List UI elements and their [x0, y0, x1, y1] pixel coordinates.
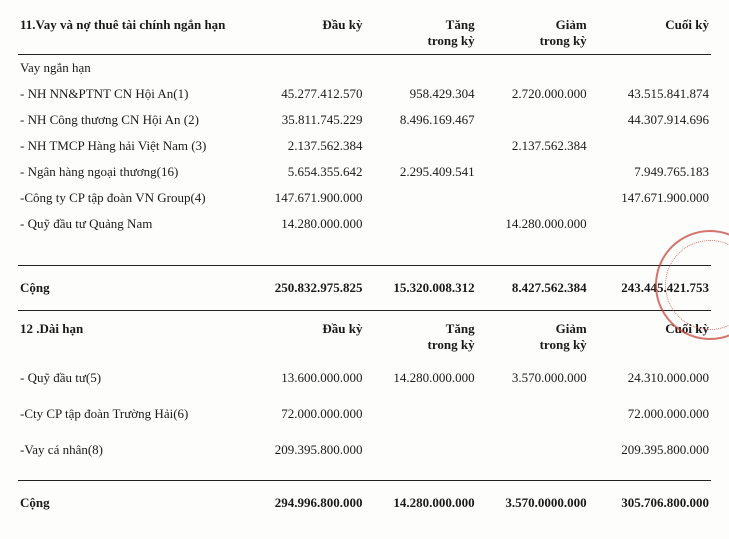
row-label: -Cty CP tập đoàn Trường Hải(6)	[18, 401, 242, 427]
cell: 7.949.765.183	[589, 159, 711, 185]
cell: 305.706.800.000	[589, 481, 711, 525]
section2-title: 12 .Dài hạn	[18, 311, 242, 355]
table-row: -Cty CP tập đoàn Trường Hải(6) 72.000.00…	[18, 401, 711, 427]
section1-title: 11.Vay và nợ thuê tài chính ngắn hạn	[18, 12, 242, 55]
cell	[364, 133, 476, 159]
cell: 14.280.000.000	[364, 365, 476, 391]
cell: 147.671.900.000	[242, 185, 364, 211]
cell: 8.496.169.467	[364, 107, 476, 133]
col-header-giam: Giảm trong kỳ	[477, 12, 589, 55]
table-row: - Quỹ đầu tư Quảng Nam 14.280.000.000 14…	[18, 211, 711, 237]
total-label: Cộng	[18, 481, 242, 525]
cell: 147.671.900.000	[589, 185, 711, 211]
table-row: -Công ty CP tập đoàn VN Group(4) 147.671…	[18, 185, 711, 211]
cell: 243.445.421.753	[589, 266, 711, 311]
cell	[589, 133, 711, 159]
cell: 13.600.000.000	[242, 365, 364, 391]
row-label: -Công ty CP tập đoàn VN Group(4)	[18, 185, 242, 211]
cell: 209.395.800.000	[589, 437, 711, 463]
table-row: - NH Công thương CN Hội An (2) 35.811.74…	[18, 107, 711, 133]
spacer-row	[18, 237, 711, 265]
cell: 2.720.000.000	[477, 81, 589, 107]
cell	[477, 437, 589, 463]
cell: 72.000.000.000	[242, 401, 364, 427]
row-label: - NH Công thương CN Hội An (2)	[18, 107, 242, 133]
cell	[364, 437, 476, 463]
col-header-giam: Giảm trong kỳ	[477, 311, 589, 355]
cell: 294.996.800.000	[242, 481, 364, 525]
col-header-dauky: Đầu kỳ	[242, 12, 364, 55]
cell: 24.310.000.000	[589, 365, 711, 391]
cell	[477, 159, 589, 185]
row-label: - Ngân hàng ngoại thương(16)	[18, 159, 242, 185]
cell	[477, 107, 589, 133]
cell: 2.137.562.384	[477, 133, 589, 159]
row-label: - Quỹ đầu tư(5)	[18, 365, 242, 391]
cell	[364, 211, 476, 237]
col-header-cuoiky: Cuối kỳ	[589, 12, 711, 55]
table-row: -Vay cá nhân(8) 209.395.800.000 209.395.…	[18, 437, 711, 463]
cell: 45.277.412.570	[242, 81, 364, 107]
section1-header-row: 11.Vay và nợ thuê tài chính ngắn hạn Đầu…	[18, 12, 711, 55]
cell: 250.832.975.825	[242, 266, 364, 311]
short-term-loans-table: 11.Vay và nợ thuê tài chính ngắn hạn Đầu…	[18, 12, 711, 525]
cell: 44.307.914.696	[589, 107, 711, 133]
spacer-row	[18, 427, 711, 437]
cell	[477, 401, 589, 427]
cell: 209.395.800.000	[242, 437, 364, 463]
section1-subhead: Vay ngắn hạn	[18, 55, 242, 81]
row-label: - NH NN&PTNT CN Hội An(1)	[18, 81, 242, 107]
cell	[589, 211, 711, 237]
section2-header-row: 12 .Dài hạn Đầu kỳ Tăng trong kỳ Giảm tr…	[18, 311, 711, 355]
cell: 14.280.000.000	[364, 481, 476, 525]
table-row: - Ngân hàng ngoại thương(16) 5.654.355.6…	[18, 159, 711, 185]
cell	[364, 185, 476, 211]
cell: 2.137.562.384	[242, 133, 364, 159]
col-header-cuoiky: Cuối kỳ	[589, 311, 711, 355]
cell: 5.654.355.642	[242, 159, 364, 185]
cell: 8.427.562.384	[477, 266, 589, 311]
cell: 14.280.000.000	[242, 211, 364, 237]
cell	[477, 185, 589, 211]
cell: 43.515.841.874	[589, 81, 711, 107]
cell: 14.280.000.000	[477, 211, 589, 237]
spacer-row	[18, 391, 711, 401]
table-row: - NH TMCP Hàng hải Việt Nam (3) 2.137.56…	[18, 133, 711, 159]
cell: 3.570.000.000	[477, 365, 589, 391]
total-label: Cộng	[18, 266, 242, 311]
col-header-tang: Tăng trong kỳ	[364, 12, 476, 55]
cell: 35.811.745.229	[242, 107, 364, 133]
col-header-tang: Tăng trong kỳ	[364, 311, 476, 355]
table-row: - NH NN&PTNT CN Hội An(1) 45.277.412.570…	[18, 81, 711, 107]
spacer-row	[18, 355, 711, 365]
row-label: - NH TMCP Hàng hải Việt Nam (3)	[18, 133, 242, 159]
cell: 15.320.008.312	[364, 266, 476, 311]
row-label: - Quỹ đầu tư Quảng Nam	[18, 211, 242, 237]
section1-total-row: Cộng 250.832.975.825 15.320.008.312 8.42…	[18, 266, 711, 311]
table-row: - Quỹ đầu tư(5) 13.600.000.000 14.280.00…	[18, 365, 711, 391]
cell	[364, 401, 476, 427]
cell: 958.429.304	[364, 81, 476, 107]
spacer-row	[18, 463, 711, 481]
row-label: -Vay cá nhân(8)	[18, 437, 242, 463]
cell: 72.000.000.000	[589, 401, 711, 427]
cell: 3.570.0000.000	[477, 481, 589, 525]
section1-subhead-row: Vay ngắn hạn	[18, 55, 711, 81]
col-header-dauky: Đầu kỳ	[242, 311, 364, 355]
section2-total-row: Cộng 294.996.800.000 14.280.000.000 3.57…	[18, 481, 711, 525]
cell: 2.295.409.541	[364, 159, 476, 185]
